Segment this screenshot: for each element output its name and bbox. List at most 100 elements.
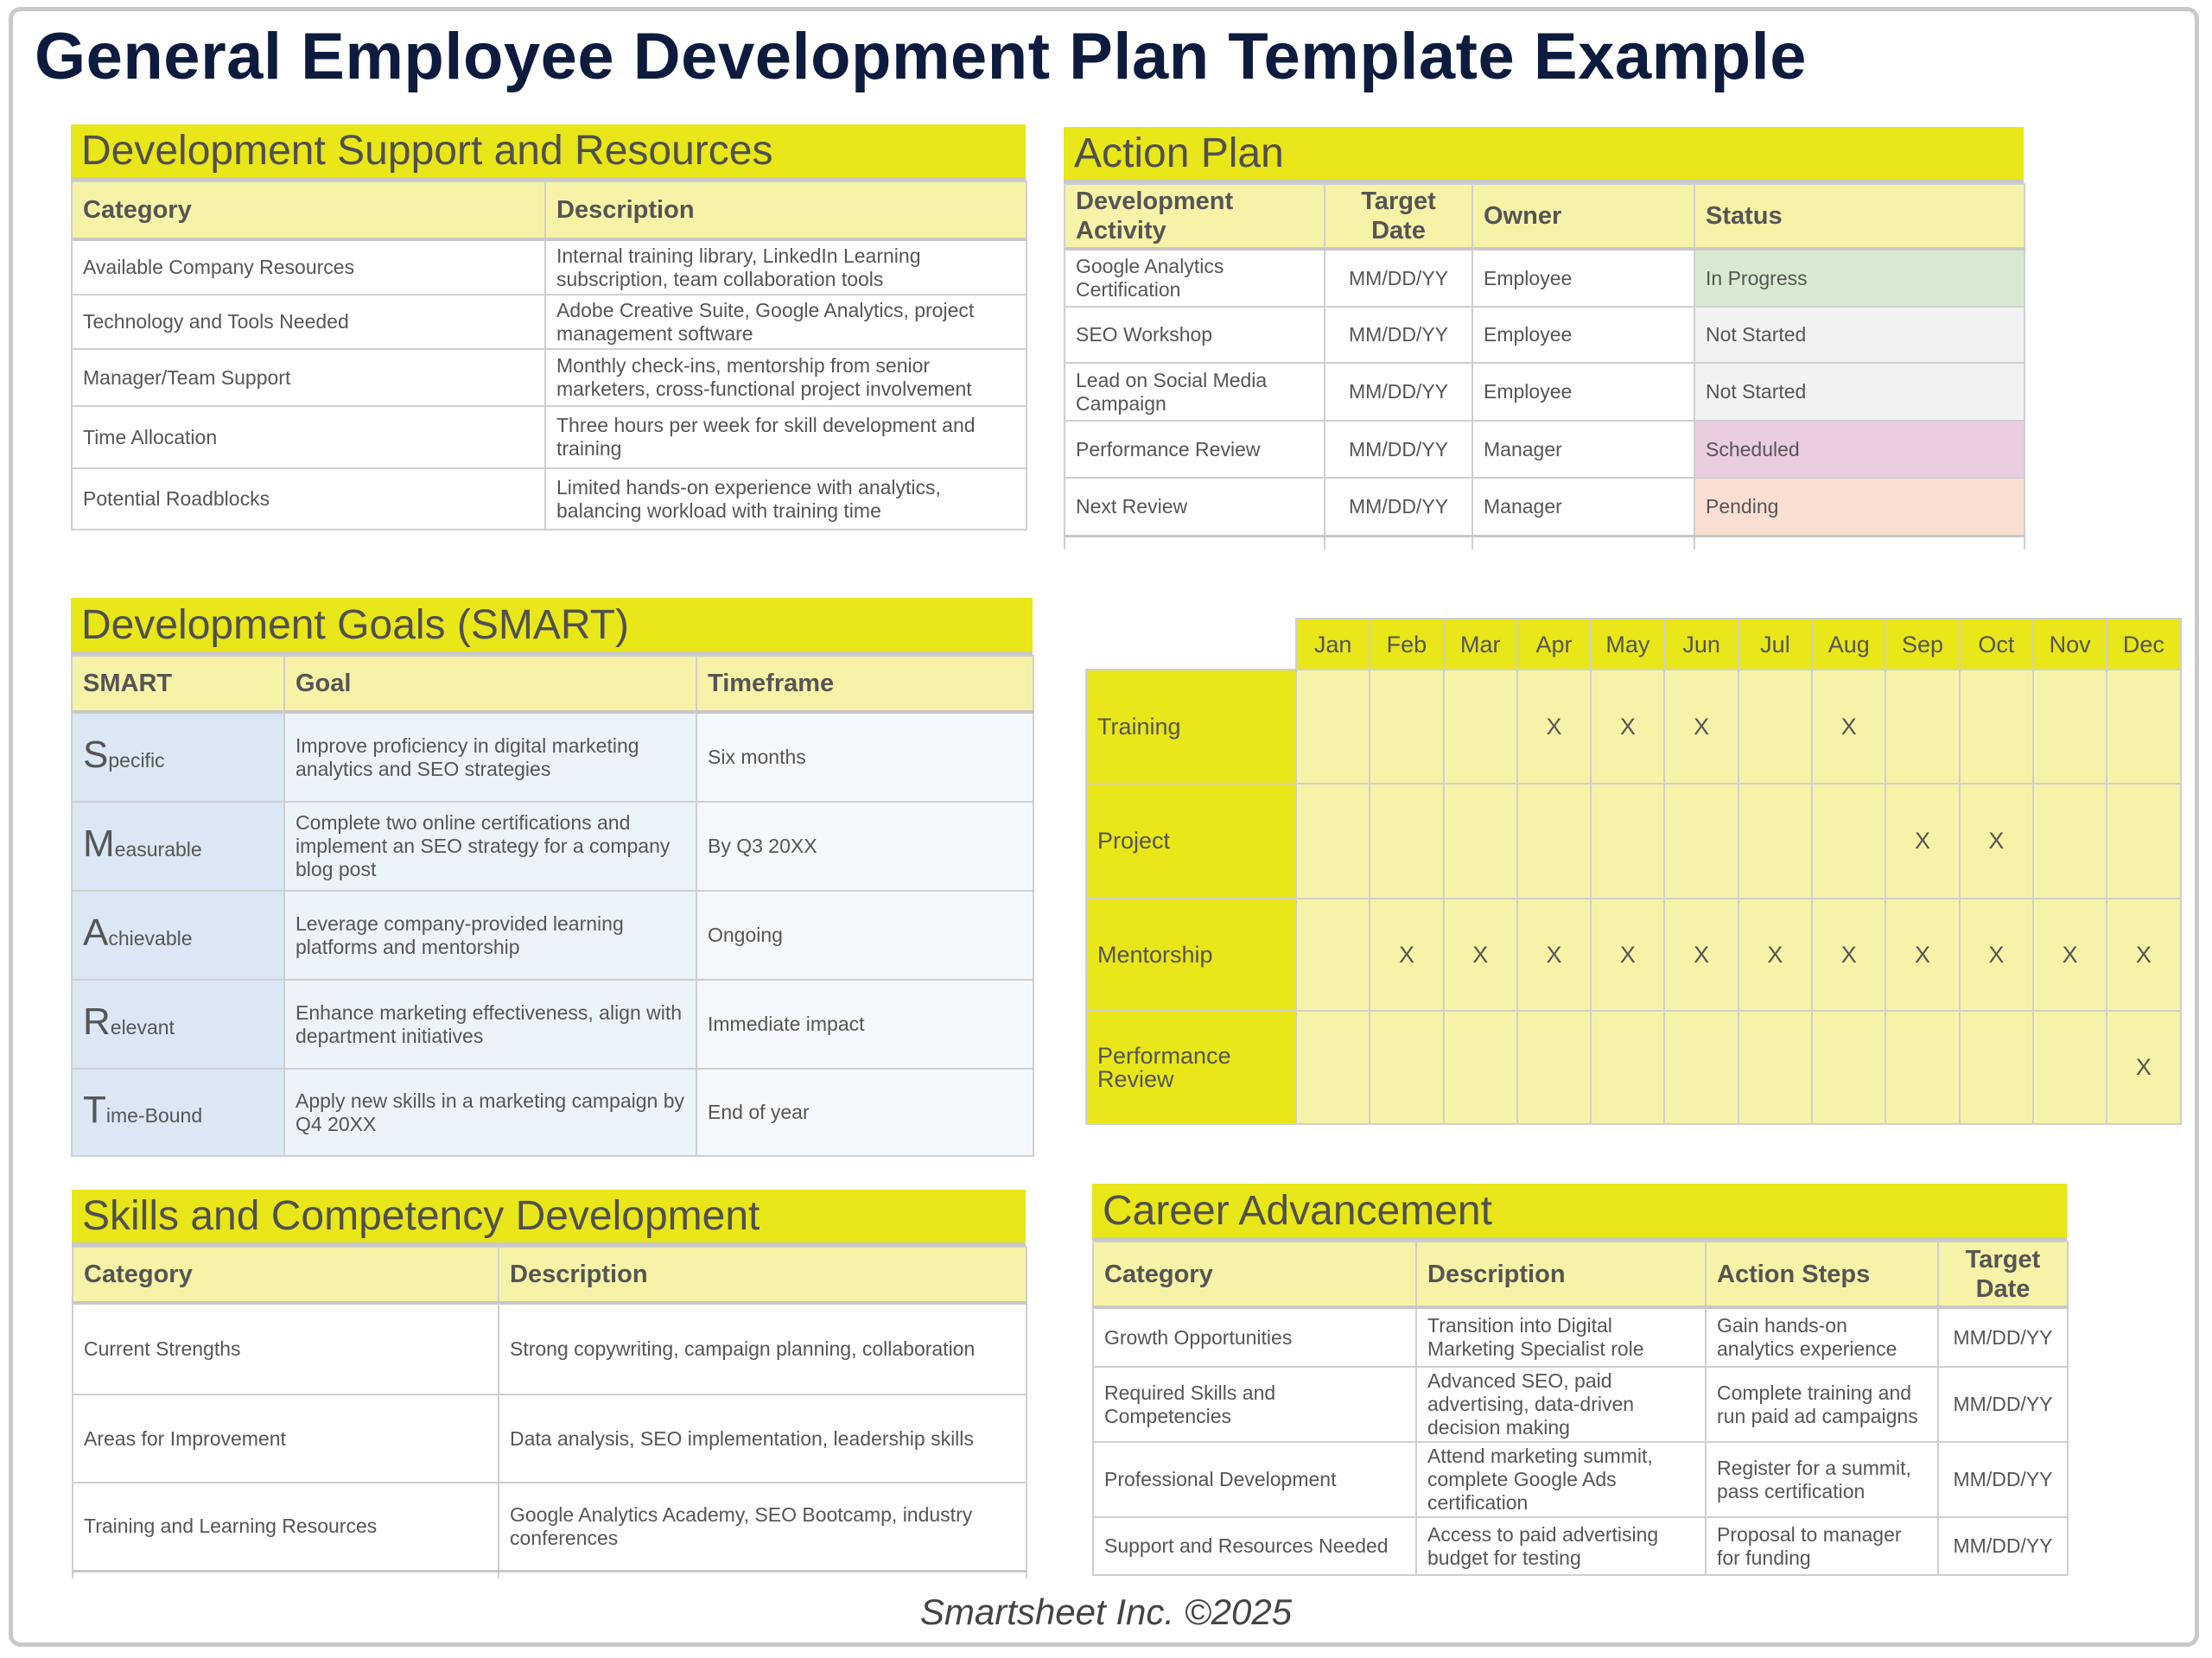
header-row: SMART Goal Timeframe <box>71 655 1034 714</box>
activity-label: Project <box>1085 783 1297 899</box>
month-header: Jan <box>1294 618 1371 670</box>
table-cell: Manager <box>1471 420 1695 479</box>
section-title: Action Plan <box>1064 127 2024 183</box>
table-row: Achievable Leverage company-provided lear… <box>71 890 1034 981</box>
schedule-mark: X <box>2106 1010 2182 1125</box>
table-cell: Strong copywriting, campaign planning, c… <box>498 1302 1027 1395</box>
header-row: Development Activity Target Date Owner Stat… <box>1064 183 2025 251</box>
schedule-mark <box>1294 783 1371 899</box>
timeframe-cell: End of year <box>696 1068 1034 1157</box>
schedule-mark: X <box>1516 669 1592 785</box>
table-row: Time-Bound Apply new skills in a marketin… <box>71 1068 1034 1157</box>
schedule-mark <box>1294 669 1371 785</box>
table-cell: Google Analytics Academy, SEO Bootcamp, … <box>498 1482 1027 1572</box>
table-cell: Gain hands-on analytics experience <box>1705 1306 1939 1368</box>
column-header: Category <box>71 181 546 241</box>
schedule-mark: X <box>1590 898 1666 1012</box>
table-cell: Required Skills and Competencies <box>1092 1366 1417 1443</box>
table-row: Current Strengths Strong copywriting, cam… <box>72 1302 1027 1395</box>
page-title: General Employee Development Plan Templa… <box>35 20 1807 93</box>
smart-word-rest: pecific <box>108 748 165 772</box>
month-header-row: Jan Feb Mar Apr May Jun Jul Aug Sep Oct Nov Dec <box>1086 618 2182 670</box>
schedule-mark: X <box>1958 898 2034 1012</box>
schedule-mark <box>1590 783 1666 899</box>
schedule-mark <box>1442 1010 1518 1125</box>
table-cell: Technology and Tools Needed <box>71 294 546 350</box>
table-row-empty <box>72 1569 1027 1579</box>
goal-cell: Enhance marketing effectiveness, align w… <box>283 979 697 1070</box>
schedule-mark <box>1811 1010 1887 1125</box>
table-cell: Areas for Improvement <box>72 1394 499 1483</box>
schedule-mark <box>1294 1010 1371 1125</box>
goal-cell: Complete two online certifications and i… <box>283 801 697 892</box>
section-title: Career Advancement <box>1092 1184 2067 1241</box>
smart-letter: R <box>83 1000 111 1043</box>
table-row: Professional Development Attend marketing… <box>1092 1441 2069 1518</box>
table-cell: Employee <box>1471 306 1695 364</box>
table-row-empty <box>1064 534 2025 549</box>
table-row: Time Allocation Three hours per week for … <box>71 405 1027 469</box>
table-row: Growth Opportunities Transition into Digi… <box>1092 1306 2069 1368</box>
schedule-mark: X <box>1369 898 1445 1012</box>
table-cell: Manager/Team Support <box>71 348 546 407</box>
schedule-mark <box>1885 1010 1961 1125</box>
table-row: Google Analytics Certification MM/DD/YY Em… <box>1064 248 2025 308</box>
table-cell: Next Review <box>1064 477 1325 537</box>
column-header: Category <box>72 1246 499 1305</box>
schedule-row: Mentorship X X X X X X X X X X X <box>1085 898 2182 1012</box>
status-cell: In Progress <box>1694 248 2025 308</box>
table-cell-empty <box>1471 534 1695 549</box>
schedule-mark: X <box>2106 898 2182 1012</box>
column-header: Description <box>1415 1241 1707 1309</box>
timeframe-cell: Six months <box>696 711 1034 803</box>
month-header: Apr <box>1516 618 1592 670</box>
schedule-mark <box>1369 1010 1445 1125</box>
table-cell-empty <box>498 1569 1027 1579</box>
schedule-row: Project X X <box>1085 783 2182 899</box>
month-header: Dec <box>2106 618 2182 670</box>
table-cell: Data analysis, SEO implementation, leade… <box>498 1394 1027 1483</box>
schedule-mark: X <box>1516 898 1592 1012</box>
career-advancement-section: Career Advancement Category Description Act… <box>1092 1184 2069 1576</box>
schedule-mark <box>1958 1010 2034 1125</box>
status-cell: Pending <box>1694 477 2025 537</box>
activity-label: Mentorship <box>1085 898 1297 1012</box>
table-cell: Three hours per week for skill developme… <box>544 405 1027 469</box>
column-header: Target Date <box>1937 1241 2069 1309</box>
month-header: May <box>1590 618 1666 670</box>
goal-cell: Improve proficiency in digital marketing… <box>283 711 697 803</box>
column-header: Status <box>1694 183 2025 251</box>
table-cell: Manager <box>1471 477 1695 537</box>
table-row: Available Company Resources Internal trai… <box>71 238 1027 295</box>
smart-word-rest: chievable <box>108 926 193 950</box>
smart-word-rest: elevant <box>110 1015 175 1039</box>
status-cell: Scheduled <box>1694 420 2025 479</box>
smart-criterion: Relevant <box>71 979 285 1070</box>
table-cell: SEO Workshop <box>1064 306 1325 364</box>
schedule-row: Performance Review X <box>1085 1010 2182 1125</box>
table-cell: MM/DD/YY <box>1324 420 1473 479</box>
schedule-mark: X <box>1811 669 1887 785</box>
header-row: Category Description Action Steps Target Da… <box>1092 1241 2069 1309</box>
column-header: SMART <box>71 655 285 714</box>
monthly-schedule-section: Jan Feb Mar Apr May Jun Jul Aug Sep Oct Nov Dec Trai… <box>1085 618 2182 1125</box>
blank-corner <box>1086 619 1296 670</box>
table-cell: MM/DD/YY <box>1324 306 1473 364</box>
schedule-mark <box>2106 783 2182 899</box>
table-cell: Complete training and run paid ad campai… <box>1705 1366 1939 1443</box>
table-cell: MM/DD/YY <box>1937 1306 2069 1368</box>
table-cell: MM/DD/YY <box>1324 362 1473 422</box>
section-title: Skills and Competency Development <box>72 1190 1026 1246</box>
table-row: Relevant Enhance marketing effectiveness,… <box>71 979 1034 1070</box>
schedule-mark <box>1663 783 1739 899</box>
schedule-table: Jan Feb Mar Apr May Jun Jul Aug Sep Oct Nov Dec Trai… <box>1085 618 2182 1125</box>
month-header: Jul <box>1737 618 1814 670</box>
table-cell: Advanced SEO, paid advertising, data-dri… <box>1415 1366 1707 1443</box>
schedule-mark: X <box>1663 898 1739 1012</box>
development-support-section: Development Support and Resources Categor… <box>71 124 1027 530</box>
table-row: Support and Resources Needed Access to pa… <box>1092 1516 2069 1576</box>
schedule-mark <box>1516 1010 1592 1125</box>
schedule-mark <box>2031 1010 2108 1125</box>
table-row: Potential Roadblocks Limited hands-on exp… <box>71 467 1027 530</box>
schedule-mark <box>1737 669 1814 785</box>
